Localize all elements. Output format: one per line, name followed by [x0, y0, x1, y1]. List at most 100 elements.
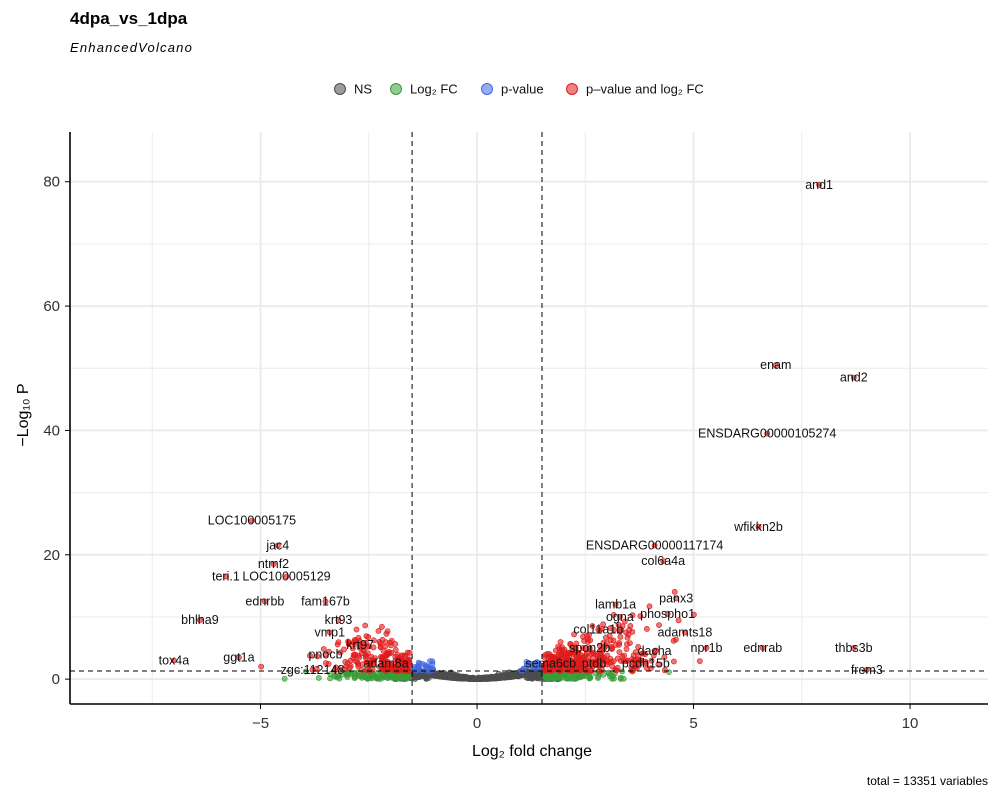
sig-point	[344, 660, 351, 667]
y-tick-label: 60	[43, 298, 60, 315]
gene-label: wfikkn2b	[733, 520, 783, 534]
p-point	[427, 658, 433, 664]
x-tick-label: 5	[689, 715, 697, 732]
gene-label: krt93	[325, 613, 353, 627]
sig-point	[616, 649, 623, 655]
legend-label: NS	[354, 82, 372, 97]
sig-point	[337, 649, 344, 656]
gene-label: ggt1a	[223, 650, 254, 664]
ns-point	[475, 675, 481, 682]
x-tick-label: 0	[473, 715, 481, 732]
sig-point	[655, 661, 662, 668]
y-axis-label: −Log₁₀ P	[15, 383, 32, 446]
sig-point	[616, 641, 622, 648]
sig-point	[557, 639, 564, 645]
ns-point	[529, 674, 536, 681]
gene-label: dacha	[638, 644, 672, 658]
sig-point	[671, 588, 678, 595]
ns-point	[459, 675, 466, 682]
labeled-gene-point	[772, 362, 779, 369]
x-axis-label: Log₂ fold change	[472, 743, 592, 760]
labeled-gene-point	[651, 542, 658, 549]
sig-point	[566, 663, 572, 670]
labeled-gene-point	[222, 573, 229, 580]
sig-point	[603, 634, 609, 641]
sig-point	[644, 626, 650, 632]
p-point	[411, 664, 418, 670]
fc-point	[587, 674, 594, 681]
gene-label: thbs3b	[835, 641, 873, 655]
sig-point	[565, 650, 572, 657]
gene-label: and2	[840, 371, 868, 385]
sig-point	[404, 664, 410, 671]
gene-label: adam8a	[364, 657, 409, 671]
sig-point	[628, 667, 635, 674]
legend: NS Log₂ FC p-value p–value and log₂ FC	[334, 82, 704, 97]
sig-point	[607, 637, 614, 644]
gene-label: ENSDARG00000117174	[586, 539, 723, 553]
gene-label: ednrab	[743, 641, 782, 655]
gene-label: enam	[760, 358, 791, 372]
sig-point	[258, 663, 265, 670]
legend-label: Log₂ FC	[410, 82, 458, 97]
gene-label: LOC100005129	[242, 570, 330, 584]
sig-point	[618, 658, 624, 664]
p-point	[524, 661, 530, 668]
gene-label: phospho1	[640, 607, 695, 621]
labeled-gene-point	[586, 645, 593, 651]
gene-label: frem3	[851, 663, 883, 677]
labeled-gene-point	[660, 558, 667, 564]
chart-subtitle: EnhancedVolcano	[70, 40, 193, 55]
p-point	[425, 663, 432, 670]
labeled-gene-point	[248, 517, 255, 524]
fc-point	[336, 675, 343, 682]
sig-point	[584, 650, 590, 657]
labeled-gene-point	[547, 660, 554, 667]
sig-point	[588, 667, 595, 674]
gene-label: krt97	[346, 638, 374, 652]
labeled-gene-point	[170, 657, 177, 664]
sig-point	[580, 645, 586, 651]
sig-point	[571, 631, 577, 638]
sig-point	[375, 628, 382, 634]
gene-label: fam167b	[301, 594, 350, 608]
sig-point	[366, 643, 373, 650]
fc-point	[609, 675, 615, 682]
y-tick-label: 40	[43, 422, 60, 439]
sig-point	[615, 621, 622, 628]
legend-label: p–value and log₂ FC	[586, 82, 704, 97]
gene-label: ogna	[606, 610, 634, 624]
gene-label: col11a1b	[573, 622, 623, 636]
sig-point	[307, 652, 313, 659]
sig-point	[542, 667, 549, 674]
fc-point	[563, 675, 570, 682]
sig-point	[400, 659, 406, 665]
sig-point	[590, 650, 597, 657]
sig-point	[572, 660, 579, 667]
labeled-gene-point	[850, 374, 857, 381]
sig-point	[559, 652, 565, 658]
sig-point	[691, 611, 697, 618]
sig-point	[390, 664, 397, 670]
labeled-gene-point	[326, 629, 333, 636]
sig-point	[406, 658, 413, 665]
sig-point	[549, 653, 556, 660]
sig-point	[575, 649, 582, 656]
sig-point	[397, 664, 403, 670]
labeled-gene-point	[617, 614, 623, 620]
ns-point	[438, 671, 445, 677]
sig-point	[648, 657, 655, 664]
fc-point	[572, 676, 578, 682]
labeled-gene-point	[235, 654, 242, 661]
sig-point	[341, 646, 347, 653]
legend-label: p-value	[501, 82, 544, 97]
sig-point	[542, 652, 549, 658]
labeled-gene-point	[261, 598, 268, 605]
sig-point	[624, 641, 630, 648]
sig-point	[352, 658, 359, 664]
labeled-gene-point	[643, 660, 649, 667]
sig-point	[608, 643, 615, 650]
fc-point	[398, 675, 404, 682]
sig-point	[384, 628, 391, 635]
